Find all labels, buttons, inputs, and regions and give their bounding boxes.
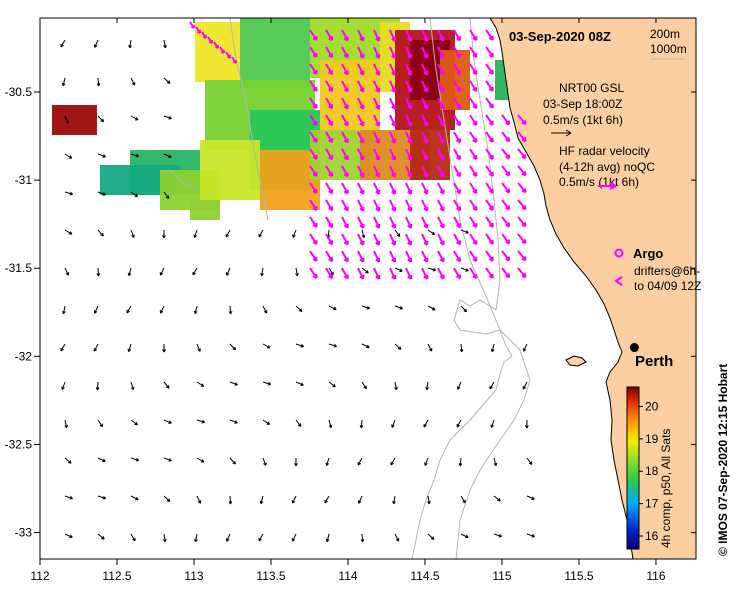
perth-marker: Perth <box>629 343 673 370</box>
plot-frame <box>39 17 697 560</box>
radar-vector-field <box>189 21 527 280</box>
svg-text:to 04/09 12Z: to 04/09 12Z <box>634 279 701 293</box>
colorbar-tick-label: 16 <box>645 529 659 543</box>
y-tick-label: -32 <box>15 349 33 363</box>
y-axis: -30.5 -31 -31.5 -32 -32.5 -33 <box>5 85 696 540</box>
x-tick-label: 114.5 <box>410 569 439 583</box>
x-tick-label: 113.5 <box>256 569 285 583</box>
radar-legend: HF radar velocity (4-12h avg) noQC 0.5m/… <box>559 144 655 190</box>
y-tick-label: -31 <box>15 173 33 187</box>
svg-text:1000m: 1000m <box>650 42 687 56</box>
x-tick-label: 112.5 <box>102 569 131 583</box>
y-tick-label: -33 <box>15 526 33 540</box>
colorbar-tick-label: 18 <box>645 464 659 478</box>
rottnest-island <box>565 355 587 367</box>
x-axis: 112 112.5 113 113.5 114 114.5 115 115.5 116 <box>30 18 666 583</box>
x-tick-label: 112 <box>30 569 49 583</box>
svg-text:HF radar velocity: HF radar velocity <box>559 144 650 158</box>
colorbar-label: 4h comp, p50, All Sats <box>659 429 673 548</box>
svg-text:drifters@6h-: drifters@6h- <box>634 264 700 278</box>
wind-legend: NRT00 GSL 03-Sep 18:00Z 0.5m/s (1kt 6h) <box>543 81 624 137</box>
drifter-marker-icon <box>614 276 623 286</box>
map-title: 03-Sep-2020 08Z <box>509 29 611 44</box>
x-tick-label: 115 <box>492 569 511 583</box>
x-tick-label: 115.5 <box>564 569 593 583</box>
svg-text:(4-12h avg) noQC: (4-12h avg) noQC <box>559 160 655 174</box>
svg-text:200m: 200m <box>650 27 680 41</box>
colorbar-tick-label: 17 <box>645 497 659 511</box>
wind-vector-field <box>60 39 535 543</box>
svg-text:0.5m/s (1kt 6h): 0.5m/s (1kt 6h) <box>559 175 639 189</box>
drifter-legend: drifters@6h- to 04/09 12Z <box>614 264 701 293</box>
y-tick-label: -31.5 <box>5 261 33 275</box>
argo-marker-icon <box>614 248 624 258</box>
sst-colorbar: 20 19 18 17 16 4h comp, p50, All Sats <box>626 386 673 550</box>
svg-text:NRT00 GSL: NRT00 GSL <box>559 81 624 95</box>
bathymetry-contours <box>169 18 531 559</box>
colorbar-tick-label: 20 <box>645 399 659 413</box>
perth-label: Perth <box>635 353 673 370</box>
svg-text:Argo: Argo <box>633 246 663 261</box>
y-tick-label: -30.5 <box>5 85 33 99</box>
y-tick-label: -32.5 <box>5 437 33 451</box>
x-tick-label: 114 <box>338 569 357 583</box>
x-tick-label: 113 <box>184 569 203 583</box>
land-mass <box>489 18 696 559</box>
svg-text:03-Sep 18:00Z: 03-Sep 18:00Z <box>543 97 622 111</box>
colorbar-tick-label: 19 <box>645 432 659 446</box>
argo-legend: Argo <box>614 246 663 261</box>
credit-text: © IMOS 07-Sep-2020 12:15 Hobart <box>716 364 730 556</box>
x-tick-label: 116 <box>646 569 665 583</box>
svg-text:0.5m/s (1kt 6h): 0.5m/s (1kt 6h) <box>543 113 623 127</box>
contour-legend: 200m 1000m <box>650 27 687 60</box>
